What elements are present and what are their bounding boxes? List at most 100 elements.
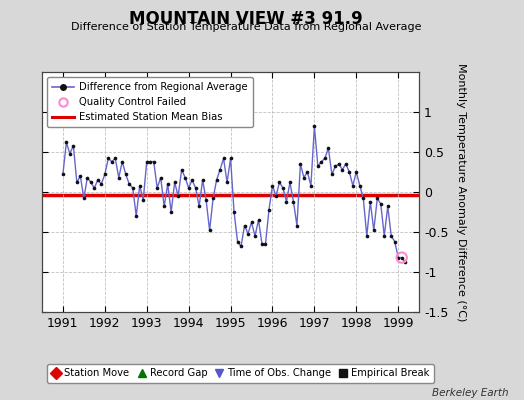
Point — [160, 203, 168, 210]
Point — [282, 198, 291, 205]
Point — [310, 123, 319, 130]
Point — [94, 177, 102, 183]
Point — [101, 171, 109, 178]
Point — [136, 182, 144, 189]
Point — [202, 197, 210, 203]
Point — [226, 155, 235, 162]
Point — [366, 198, 375, 205]
Point — [275, 179, 283, 186]
Point — [377, 201, 385, 207]
Point — [143, 158, 151, 165]
Y-axis label: Monthly Temperature Anomaly Difference (°C): Monthly Temperature Anomaly Difference (… — [455, 63, 465, 321]
Point — [223, 179, 231, 186]
Point — [153, 185, 161, 191]
Point — [184, 185, 193, 191]
Point — [279, 185, 287, 191]
Point — [128, 185, 137, 191]
Point — [331, 163, 340, 170]
Point — [286, 179, 294, 186]
Point — [139, 197, 147, 203]
Point — [157, 174, 165, 181]
Point — [335, 161, 343, 167]
Point — [122, 171, 130, 178]
Point — [90, 185, 99, 191]
Point — [348, 182, 357, 189]
Point — [188, 177, 196, 183]
Point — [345, 169, 354, 175]
Point — [398, 254, 406, 261]
Point — [111, 155, 119, 162]
Point — [261, 241, 270, 247]
Point — [132, 213, 140, 219]
Point — [289, 198, 298, 205]
Point — [195, 203, 203, 210]
Point — [324, 145, 333, 151]
Point — [174, 193, 182, 199]
Point — [149, 158, 158, 165]
Text: MOUNTAIN VIEW #3 91.9: MOUNTAIN VIEW #3 91.9 — [129, 10, 363, 28]
Point — [352, 169, 361, 175]
Point — [387, 233, 396, 239]
Text: Difference of Station Temperature Data from Regional Average: Difference of Station Temperature Data f… — [71, 22, 421, 32]
Point — [300, 174, 308, 181]
Point — [107, 158, 116, 165]
Point — [83, 174, 92, 181]
Point — [338, 166, 346, 173]
Point — [76, 173, 84, 179]
Point — [209, 195, 217, 202]
Point — [265, 206, 273, 213]
Point — [69, 142, 78, 149]
Point — [293, 222, 301, 229]
Point — [62, 139, 71, 146]
Point — [167, 209, 176, 215]
Point — [272, 193, 280, 199]
Point — [118, 158, 126, 165]
Point — [401, 259, 409, 266]
Point — [104, 155, 113, 162]
Point — [66, 150, 74, 157]
Point — [321, 155, 329, 162]
Point — [125, 181, 134, 187]
Point — [163, 181, 172, 187]
Point — [73, 179, 81, 186]
Point — [115, 174, 123, 181]
Point — [241, 222, 249, 229]
Point — [97, 181, 105, 187]
Point — [342, 161, 350, 167]
Point — [237, 243, 245, 250]
Point — [80, 195, 88, 202]
Point — [86, 179, 95, 186]
Point — [181, 174, 189, 181]
Point — [394, 254, 402, 261]
Point — [230, 209, 238, 215]
Point — [251, 233, 259, 239]
Point — [254, 217, 263, 223]
Point — [296, 161, 304, 167]
Point — [220, 155, 228, 162]
Legend: Difference from Regional Average, Quality Control Failed, Estimated Station Mean: Difference from Regional Average, Qualit… — [47, 77, 253, 127]
Point — [303, 169, 312, 175]
Point — [205, 227, 214, 234]
Point — [244, 230, 252, 237]
Point — [359, 195, 367, 202]
Legend: Station Move, Record Gap, Time of Obs. Change, Empirical Break: Station Move, Record Gap, Time of Obs. C… — [47, 364, 434, 383]
Point — [356, 182, 364, 189]
Point — [170, 179, 179, 186]
Point — [328, 171, 336, 178]
Point — [390, 238, 399, 245]
Point — [307, 182, 315, 189]
Point — [373, 195, 381, 202]
Point — [178, 166, 186, 173]
Point — [59, 171, 67, 178]
Text: Berkeley Earth: Berkeley Earth — [432, 388, 508, 398]
Point — [314, 163, 322, 170]
Point — [369, 227, 378, 234]
Point — [216, 166, 224, 173]
Point — [380, 233, 388, 239]
Point — [317, 158, 325, 165]
Point — [247, 219, 256, 226]
Point — [212, 177, 221, 183]
Point — [384, 203, 392, 210]
Point — [363, 233, 371, 239]
Point — [398, 254, 406, 261]
